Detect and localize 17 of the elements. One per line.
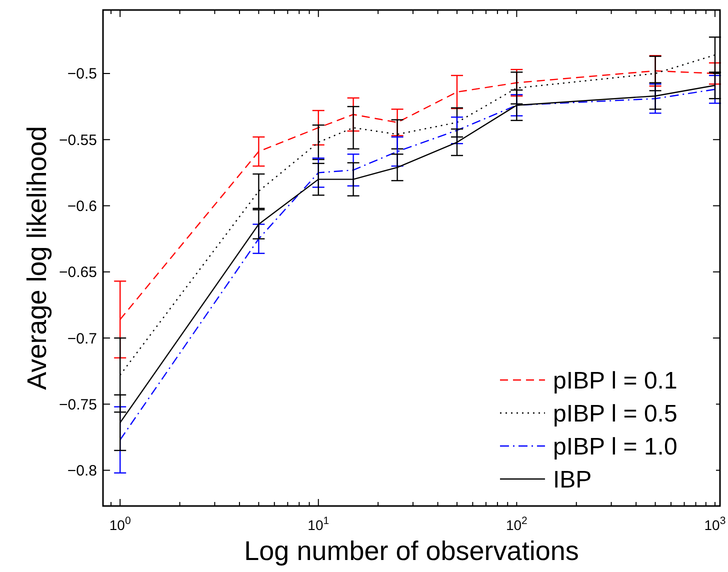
x-axis-title: Log number of observations bbox=[244, 536, 579, 566]
legend-label: IBP bbox=[553, 466, 592, 494]
y-tick-label: −0.6 bbox=[67, 198, 97, 216]
y-tick-label: −0.75 bbox=[59, 396, 97, 414]
x-tick-label: 10$^{1}$ bbox=[308, 515, 330, 533]
y-tick-label: −0.65 bbox=[59, 264, 97, 282]
x-tick-label: 10$^{3}$ bbox=[704, 515, 726, 533]
legend-label: pIBP l = 1.0 bbox=[553, 433, 678, 460]
legend-label: pIBP l = 0.1 bbox=[553, 367, 678, 394]
x-tick-label: 10$^{0}$ bbox=[109, 515, 131, 533]
y-axis-title: Average log likelihood bbox=[22, 126, 52, 390]
y-tick-label: −0.7 bbox=[67, 330, 97, 348]
y-tick-label: −0.8 bbox=[67, 462, 97, 480]
legend-label: pIBP l = 0.5 bbox=[553, 400, 678, 428]
y-tick-label: −0.5 bbox=[67, 66, 97, 83]
y-tick-label: −0.55 bbox=[59, 132, 97, 149]
x-tick-label: 10$^{2}$ bbox=[506, 515, 528, 533]
